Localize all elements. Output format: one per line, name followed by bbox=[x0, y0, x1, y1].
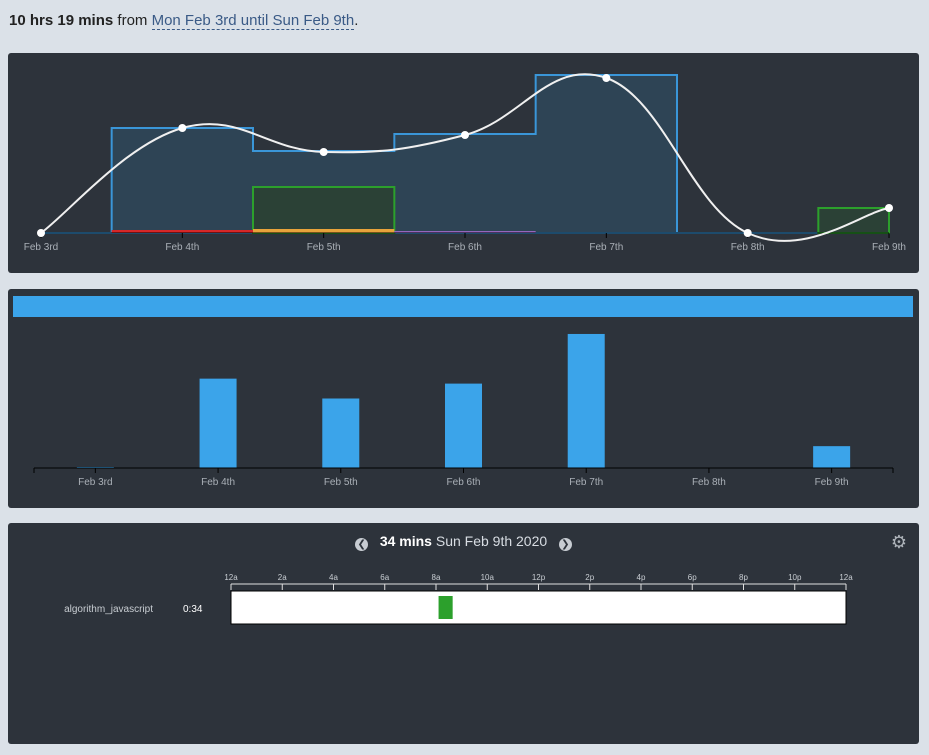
x-tick-label: Feb 9th bbox=[872, 242, 906, 253]
daily-bar bbox=[567, 333, 605, 468]
trend-point bbox=[178, 124, 187, 132]
day-timeline-panel: ❮ 34 mins Sun Feb 9th 2020 ❯ ⚙ 12a 2a 4a 6a… bbox=[8, 523, 919, 744]
x-tick-label: Feb 4th bbox=[165, 242, 199, 253]
daily-bar-chart-panel: Feb 3rd Feb 4th Feb 5th Feb 6th Feb 7th Feb 8… bbox=[8, 289, 919, 508]
timeline-tick-label: 12p bbox=[532, 573, 546, 582]
activity-block bbox=[438, 596, 453, 619]
languages-area-chart: Feb 3rd Feb 4th Feb 5th Feb 6th Feb 7th Feb 8… bbox=[24, 73, 906, 253]
orange-language-bucket bbox=[253, 229, 395, 233]
x-tick-label: Feb 4th bbox=[201, 477, 235, 488]
day-header: ❮ 34 mins Sun Feb 9th 2020 ❯ bbox=[8, 533, 919, 551]
timeline-tick-label: 6p bbox=[688, 573, 697, 582]
from-text: from bbox=[117, 12, 148, 29]
trend-point bbox=[743, 229, 752, 237]
daily-bar bbox=[445, 383, 482, 468]
day-date: Sun Feb 9th 2020 bbox=[435, 533, 548, 549]
x-tick-label: Feb 5th bbox=[307, 242, 341, 253]
red-language-bucket bbox=[111, 230, 254, 233]
project-duration: 0:34 bbox=[183, 604, 203, 615]
x-tick-label: Feb 8th bbox=[731, 242, 765, 253]
x-tick-label: Feb 6th bbox=[448, 242, 482, 253]
day-duration: 34 mins bbox=[379, 533, 432, 549]
timeline-tick-label: 6a bbox=[380, 573, 389, 582]
daily-bar bbox=[813, 446, 851, 468]
trend-point bbox=[885, 204, 893, 212]
timeline-tick-label: 2p bbox=[585, 573, 594, 582]
purple-language-bucket bbox=[394, 231, 536, 233]
timeline-tick-label: 4a bbox=[329, 573, 338, 582]
x-tick-label: Feb 7th bbox=[569, 477, 603, 488]
summary-period: . bbox=[354, 12, 359, 29]
gear-icon[interactable]: ⚙ bbox=[890, 532, 907, 552]
daily-bar-chart: Feb 3rd Feb 4th Feb 5th Feb 6th Feb 7th Feb 8… bbox=[13, 296, 913, 488]
trend-point bbox=[37, 229, 45, 237]
x-tick-label: Feb 3rd bbox=[24, 242, 58, 253]
x-tick-label: Feb 7th bbox=[589, 242, 623, 253]
timeline-tick-label: 12a bbox=[839, 573, 853, 582]
timeline-tick-label: 2a bbox=[278, 573, 287, 582]
date-range-link[interactable]: Mon Feb 3rd until Sun Feb 9th bbox=[151, 12, 355, 30]
green-language-bucket bbox=[252, 186, 396, 234]
x-tick-label: Feb 9th bbox=[815, 477, 849, 488]
summary-line: 10 hrs 19 mins from Mon Feb 3rd until Su… bbox=[9, 12, 359, 30]
trend-point bbox=[461, 131, 469, 139]
timeline-tick-label: 8a bbox=[432, 573, 441, 582]
timeline-tick-label: 12a bbox=[224, 573, 238, 582]
timeline-tick-label: 4p bbox=[637, 573, 646, 582]
total-duration: 10 hrs 19 mins bbox=[9, 12, 114, 29]
prev-day-button[interactable]: ❮ bbox=[355, 538, 369, 551]
x-tick-label: Feb 6th bbox=[447, 477, 481, 488]
project-label: algorithm_javascript bbox=[64, 604, 153, 615]
next-day-button[interactable]: ❯ bbox=[558, 538, 572, 551]
trend-point bbox=[602, 74, 611, 82]
daily-bar bbox=[199, 378, 237, 468]
languages-area-chart-panel: Feb 3rd Feb 4th Feb 5th Feb 6th Feb 7th Feb 8… bbox=[8, 53, 919, 273]
blue-language-area bbox=[41, 74, 889, 234]
trend-point bbox=[319, 148, 328, 156]
x-tick-label: Feb 8th bbox=[692, 477, 726, 488]
daily-bar bbox=[322, 398, 360, 468]
timeline-tick-label: 10a bbox=[481, 573, 495, 582]
total-time-banner-bar bbox=[13, 296, 913, 317]
timeline-track bbox=[230, 590, 847, 625]
timeline-tick-label: 8p bbox=[739, 573, 748, 582]
x-tick-label: Feb 3rd bbox=[78, 477, 112, 488]
timeline-tick-label: 10p bbox=[788, 573, 802, 582]
x-tick-label: Feb 5th bbox=[324, 477, 358, 488]
day-timeline-chart: 12a 2a 4a 6a 8a 10a 12p 2p 4p 6p 8p 10p 12a algorithm… bbox=[64, 573, 853, 625]
